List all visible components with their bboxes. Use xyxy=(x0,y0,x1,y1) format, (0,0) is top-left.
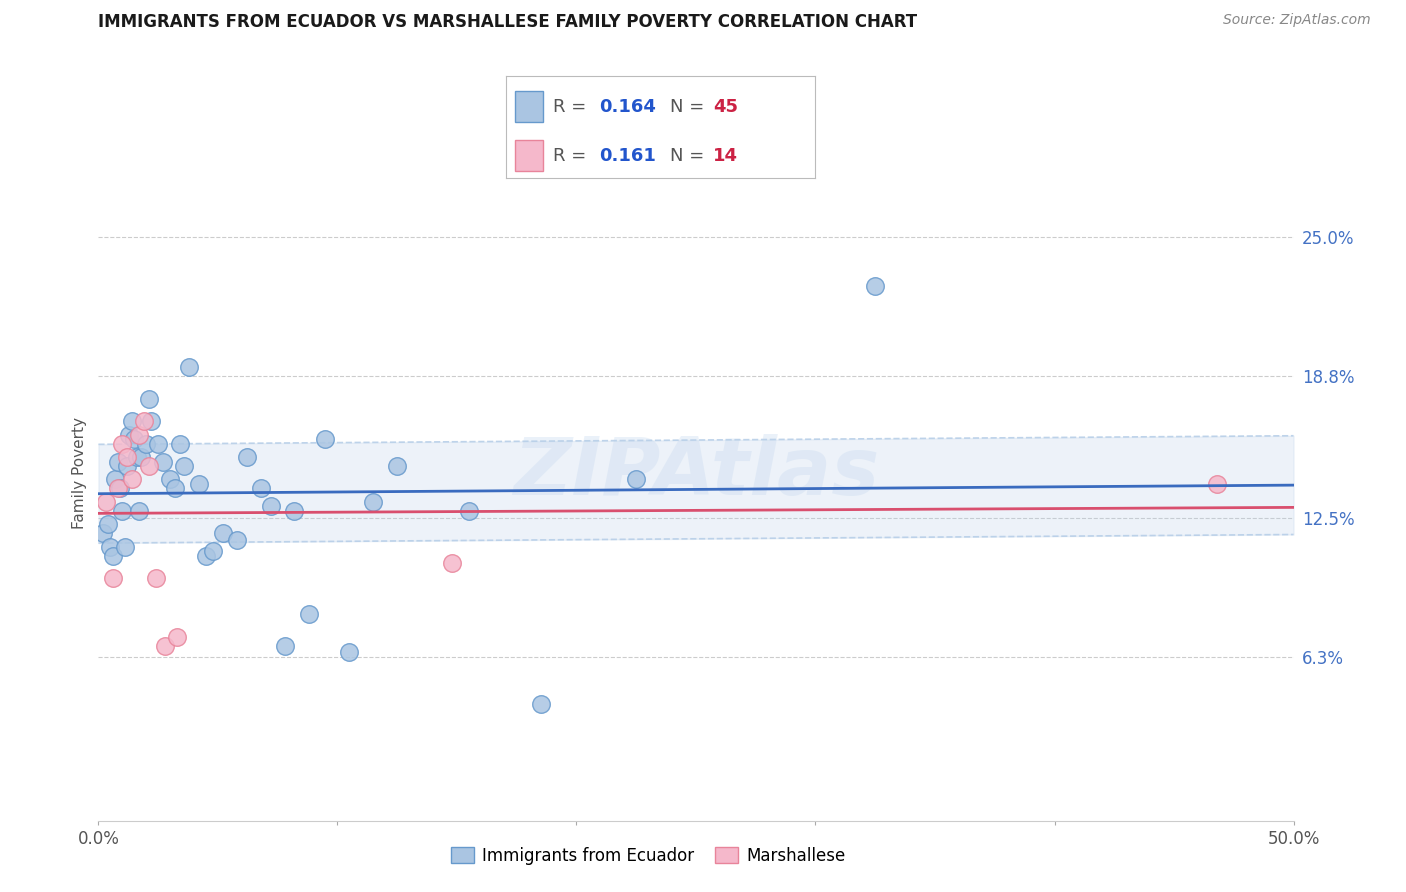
Text: ZIPAtlas: ZIPAtlas xyxy=(513,434,879,512)
Legend: Immigrants from Ecuador, Marshallese: Immigrants from Ecuador, Marshallese xyxy=(444,840,852,871)
Point xyxy=(155,639,177,653)
Text: 45: 45 xyxy=(713,97,738,116)
Text: N =: N = xyxy=(671,147,710,165)
Text: R =: R = xyxy=(553,97,592,116)
Point xyxy=(97,517,120,532)
Point xyxy=(148,436,170,450)
Point xyxy=(107,482,129,496)
Point xyxy=(152,454,174,468)
Point xyxy=(173,458,195,473)
Point xyxy=(187,477,209,491)
Point xyxy=(138,458,160,473)
Point xyxy=(1206,477,1229,491)
Y-axis label: Family Poverty: Family Poverty xyxy=(72,417,87,529)
Point xyxy=(124,432,146,446)
Point xyxy=(91,526,114,541)
Point xyxy=(111,504,134,518)
Point xyxy=(125,450,148,464)
Point xyxy=(283,504,305,518)
Text: 0.164: 0.164 xyxy=(599,97,655,116)
Point xyxy=(458,504,481,518)
Point xyxy=(441,556,464,570)
Point xyxy=(385,458,409,473)
Point xyxy=(128,427,150,442)
Text: Source: ZipAtlas.com: Source: ZipAtlas.com xyxy=(1223,13,1371,28)
Point xyxy=(863,279,886,293)
Text: 0.161: 0.161 xyxy=(599,147,655,165)
Point xyxy=(315,432,337,446)
Text: IMMIGRANTS FROM ECUADOR VS MARSHALLESE FAMILY POVERTY CORRELATION CHART: IMMIGRANTS FROM ECUADOR VS MARSHALLESE F… xyxy=(98,13,918,31)
Point xyxy=(121,473,143,487)
Point xyxy=(114,540,136,554)
Point xyxy=(337,645,360,659)
Point xyxy=(132,414,155,428)
Point xyxy=(135,436,157,450)
Point xyxy=(101,549,124,563)
Point xyxy=(194,549,217,563)
Point xyxy=(211,526,233,541)
FancyBboxPatch shape xyxy=(516,91,543,122)
Point xyxy=(363,495,385,509)
Point xyxy=(108,482,131,496)
Point xyxy=(111,436,134,450)
Point xyxy=(169,436,191,450)
FancyBboxPatch shape xyxy=(516,140,543,171)
Point xyxy=(163,482,186,496)
Point xyxy=(131,450,153,464)
Point xyxy=(138,392,160,406)
Point xyxy=(250,482,273,496)
Text: R =: R = xyxy=(553,147,592,165)
Point xyxy=(166,630,188,644)
Point xyxy=(624,473,647,487)
Point xyxy=(101,571,124,585)
Point xyxy=(115,458,138,473)
Point xyxy=(259,500,281,514)
Point xyxy=(145,571,167,585)
Text: N =: N = xyxy=(671,97,710,116)
Point xyxy=(202,544,225,558)
Point xyxy=(159,473,181,487)
Point xyxy=(118,427,141,442)
Point xyxy=(121,414,143,428)
Point xyxy=(529,697,551,711)
Point xyxy=(139,414,162,428)
Point xyxy=(235,450,257,464)
Point xyxy=(226,533,249,547)
Point xyxy=(107,454,129,468)
Point xyxy=(128,504,150,518)
Point xyxy=(298,607,321,622)
Point xyxy=(94,495,117,509)
Point xyxy=(98,540,122,554)
Point xyxy=(274,639,297,653)
Point xyxy=(179,360,201,375)
Point xyxy=(104,473,127,487)
Point xyxy=(115,450,138,464)
Text: 14: 14 xyxy=(713,147,738,165)
